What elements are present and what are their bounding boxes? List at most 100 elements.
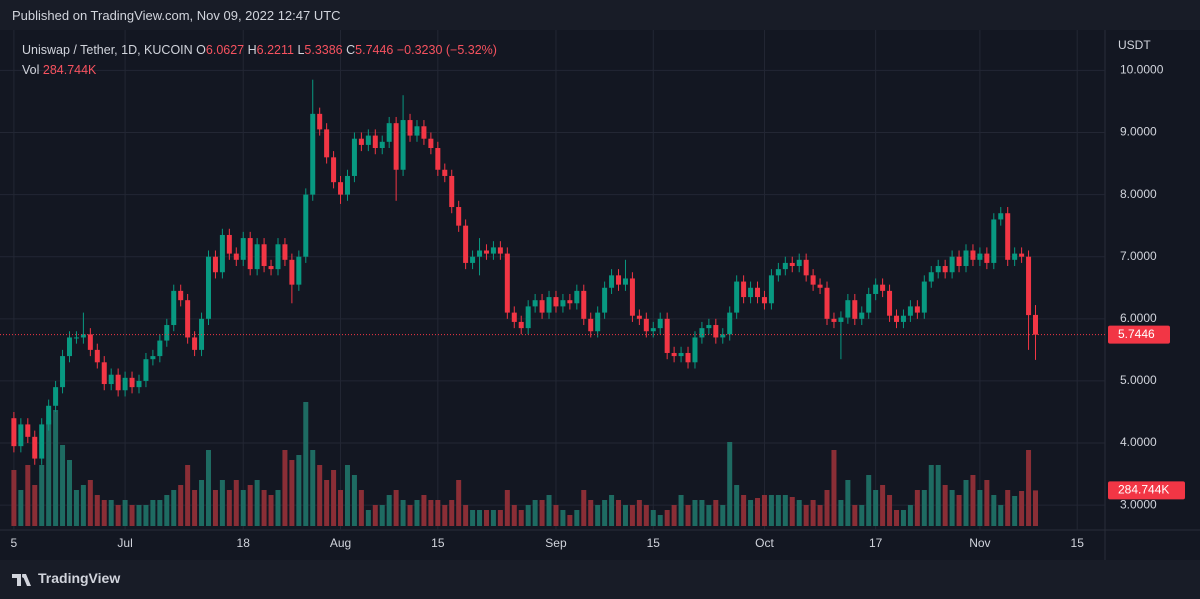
candle-body (25, 424, 31, 437)
candle-body (171, 290, 177, 326)
volume-bar (616, 500, 622, 526)
volume-bar (734, 485, 740, 526)
volume-bar (414, 500, 420, 526)
candle-body (755, 287, 761, 298)
candle-body (963, 250, 969, 267)
candle-body (880, 284, 886, 291)
volume-bar (435, 500, 441, 526)
volume-legend: Vol 284.744K (22, 60, 497, 80)
volume-bar (219, 480, 225, 526)
candle-body (157, 340, 163, 357)
candle-body (588, 318, 594, 332)
volume-bar (748, 500, 754, 526)
candle-body (435, 148, 441, 170)
candle-body (984, 253, 990, 263)
candle-body (73, 337, 79, 339)
volume-bar (324, 480, 330, 526)
volume-bar (810, 500, 816, 526)
x-tick-label: Jul (117, 536, 132, 550)
volume-bar (900, 510, 906, 526)
y-tick-label: 6.0000 (1120, 311, 1157, 325)
candle-body (268, 266, 274, 270)
volume-bar (247, 485, 253, 526)
candle-body (727, 312, 733, 335)
volume-bar (233, 480, 239, 526)
candle-body (817, 284, 823, 288)
symbol: Uniswap / Tether, 1D, KUCOIN (22, 43, 193, 57)
candle-body (344, 175, 350, 195)
volume-bar (914, 490, 920, 526)
volume-bar (678, 495, 684, 526)
candle-body (761, 297, 767, 304)
volume-bar (942, 485, 948, 526)
candle-body (532, 300, 538, 307)
candle-body (456, 207, 462, 226)
candle-body (900, 315, 906, 322)
volume-bar (1026, 450, 1032, 526)
candle-body (991, 219, 997, 263)
brand-logo (12, 574, 31, 586)
volume-bar (157, 500, 163, 526)
candle-body (393, 123, 399, 170)
volume-bar (970, 475, 976, 526)
volume-bar (338, 490, 344, 526)
volume-bar (351, 475, 357, 526)
volume-bar (421, 495, 427, 526)
volume-bar (143, 505, 149, 526)
candle-body (310, 113, 316, 195)
volume-bar (761, 495, 767, 526)
last-price-box (1108, 325, 1170, 344)
candle-body (518, 321, 524, 329)
candle-body (657, 318, 663, 329)
candle-body (414, 126, 420, 136)
candle-body (205, 256, 211, 319)
volume-bar (595, 505, 601, 526)
candle-body (289, 259, 295, 285)
volume-bar (386, 495, 392, 526)
volume-bar (490, 510, 496, 526)
volume-bar (261, 490, 267, 526)
volume-bar (518, 510, 524, 526)
candle-body (94, 349, 100, 363)
candle-body (178, 290, 184, 301)
candle-body (921, 281, 927, 313)
candle-body (400, 120, 406, 170)
footer-bar (0, 560, 1200, 599)
candle-body (643, 318, 649, 332)
candle-body (497, 247, 503, 254)
candle-body (810, 275, 816, 285)
volume-bar (539, 500, 545, 526)
candle-body (442, 169, 448, 176)
candle-body (629, 278, 635, 316)
low-value: 5.3386 (304, 43, 343, 57)
volume-bar (796, 500, 802, 526)
candle-body (66, 337, 72, 357)
candle-body (824, 287, 830, 319)
candle-body (546, 297, 552, 313)
volume-bar (178, 485, 184, 526)
change: −0.3230 (−5.32%) (396, 43, 497, 57)
candle-body (602, 287, 608, 313)
volume-bar (87, 480, 93, 526)
volume-bar (685, 505, 691, 526)
y-tick-label: 4.0000 (1120, 435, 1157, 449)
candle-body (706, 325, 712, 329)
x-tick-label: Oct (755, 536, 774, 550)
last-price-label: 5.7446 (1118, 327, 1155, 341)
y-tick-label: 9.0000 (1120, 125, 1157, 139)
candle-body (379, 141, 385, 149)
brand: TradingView (38, 570, 121, 586)
y-tick-label: 5.0000 (1120, 373, 1157, 387)
candle-body (748, 287, 754, 298)
plot (11, 79, 1039, 526)
candle-body (553, 297, 559, 307)
volume-bar (768, 495, 774, 526)
candle-body (303, 194, 309, 257)
candle-body (136, 380, 142, 388)
candle-body (296, 256, 302, 285)
volume-bar (32, 485, 38, 526)
candle-body (622, 278, 628, 285)
volume-bar (282, 450, 288, 526)
candle-body (261, 244, 267, 267)
header-bar (0, 0, 1200, 30)
